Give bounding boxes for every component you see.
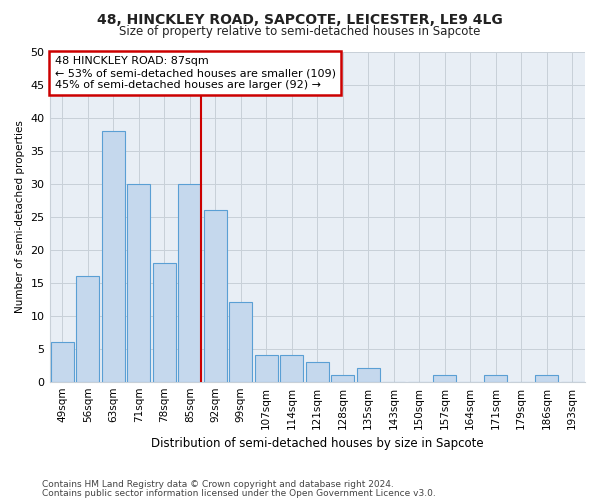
Bar bbox=[433, 375, 456, 382]
Text: Contains public sector information licensed under the Open Government Licence v3: Contains public sector information licen… bbox=[42, 488, 436, 498]
Bar bbox=[76, 276, 99, 382]
Text: Size of property relative to semi-detached houses in Sapcote: Size of property relative to semi-detach… bbox=[119, 25, 481, 38]
Bar bbox=[484, 375, 507, 382]
Text: Contains HM Land Registry data © Crown copyright and database right 2024.: Contains HM Land Registry data © Crown c… bbox=[42, 480, 394, 489]
Bar bbox=[331, 375, 354, 382]
Text: 48, HINCKLEY ROAD, SAPCOTE, LEICESTER, LE9 4LG: 48, HINCKLEY ROAD, SAPCOTE, LEICESTER, L… bbox=[97, 12, 503, 26]
Bar bbox=[178, 184, 201, 382]
Bar bbox=[102, 130, 125, 382]
Bar bbox=[153, 263, 176, 382]
Bar bbox=[127, 184, 150, 382]
Bar bbox=[280, 356, 303, 382]
Y-axis label: Number of semi-detached properties: Number of semi-detached properties bbox=[15, 120, 25, 313]
Text: 48 HINCKLEY ROAD: 87sqm
← 53% of semi-detached houses are smaller (109)
45% of s: 48 HINCKLEY ROAD: 87sqm ← 53% of semi-de… bbox=[55, 56, 336, 90]
Bar bbox=[306, 362, 329, 382]
Bar bbox=[51, 342, 74, 382]
Bar bbox=[204, 210, 227, 382]
Bar bbox=[535, 375, 558, 382]
X-axis label: Distribution of semi-detached houses by size in Sapcote: Distribution of semi-detached houses by … bbox=[151, 437, 484, 450]
Bar bbox=[229, 302, 252, 382]
Bar bbox=[255, 356, 278, 382]
Bar bbox=[357, 368, 380, 382]
